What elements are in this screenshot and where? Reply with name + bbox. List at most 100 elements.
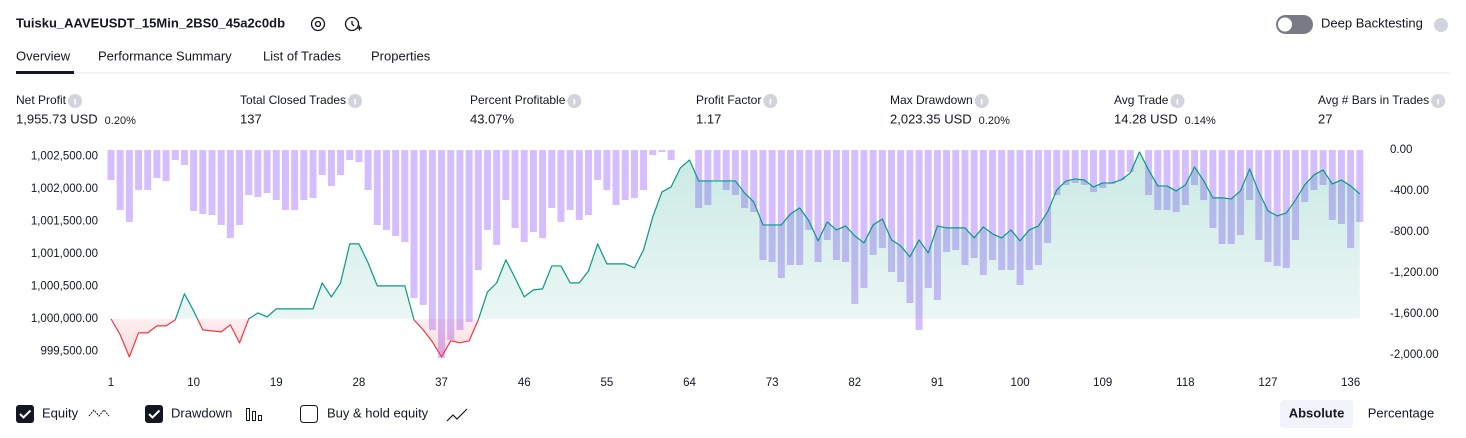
absolute-label: Absolute <box>1289 405 1345 420</box>
drawdown-bar <box>1301 150 1309 202</box>
tab[interactable]: Performance Summary <box>98 48 232 63</box>
drawdown-bar <box>401 150 409 243</box>
drawdown-bar <box>410 150 418 298</box>
drawdown-bar <box>373 150 381 226</box>
equity-line <box>110 151 1361 358</box>
drawdown-bar <box>1080 150 1088 185</box>
drawdown-bar <box>640 150 648 191</box>
drawdown-bar <box>1044 150 1052 243</box>
metric-value: 14.28 USD <box>1114 111 1178 126</box>
metric-value: 27 <box>1318 111 1332 126</box>
drawdown-bar <box>217 150 225 226</box>
drawdown-bar <box>135 150 143 191</box>
drawdown-bar <box>318 150 326 176</box>
drawdown-bar <box>621 150 629 201</box>
info-icon-stem <box>74 99 76 105</box>
drawdown-bar <box>419 150 427 305</box>
drawdown-bar <box>750 150 758 213</box>
drawdown-bar <box>116 150 124 210</box>
drawdown-legend-icon <box>246 408 262 421</box>
drawdown-bar <box>1071 150 1079 184</box>
settings-icon[interactable] <box>310 16 326 32</box>
equity-legend-icon <box>88 409 110 417</box>
metric-label: Max Drawdown <box>890 93 973 107</box>
x-tick-label: 118 <box>1176 377 1194 389</box>
drawdown-bar <box>1007 150 1015 271</box>
drawdown-bar <box>281 150 289 210</box>
drawdown-bar <box>1218 150 1226 245</box>
drawdown-bar <box>731 150 739 196</box>
info-icon-stem <box>769 99 772 105</box>
drawdown-bar <box>309 150 317 198</box>
drawdown-bar <box>529 150 537 233</box>
drawdown-bar <box>630 150 638 198</box>
metric-percent: 0.14% <box>1185 115 1216 127</box>
y2-tick-label: -2,000.00 <box>1390 349 1439 361</box>
drawdown-bar <box>961 150 969 266</box>
drawdown-bar <box>1273 150 1281 267</box>
drawdown-bar <box>520 150 528 243</box>
equity-toggle[interactable] <box>16 405 34 423</box>
x-tick-label: 100 <box>1010 377 1029 389</box>
drawdown-bar <box>144 150 152 191</box>
drawdown-bar <box>860 150 868 288</box>
metric-label: Avg Trade <box>1114 93 1169 107</box>
x-tick-label: 64 <box>683 377 696 389</box>
deep-backtesting-toggle[interactable] <box>1276 15 1313 34</box>
drawdown-bar <box>557 150 565 222</box>
tab[interactable]: Overview <box>16 48 71 63</box>
drawdown-bar <box>768 150 776 263</box>
x-tick-label: 73 <box>766 377 779 389</box>
drawdown-bar <box>888 150 896 272</box>
drawdown-bar <box>695 150 703 209</box>
drawdown-bar <box>722 150 730 191</box>
percentage-button[interactable]: Percentage <box>1368 405 1435 420</box>
drawdown-toggle[interactable] <box>145 405 163 423</box>
buy-hold-toggle[interactable] <box>300 405 318 423</box>
alert-icon[interactable] <box>344 16 363 32</box>
metric-label: Net Profit <box>16 93 67 107</box>
drawdown-bar <box>814 150 822 263</box>
tab[interactable]: List of Trades <box>263 48 342 63</box>
metric-percent: 0.20% <box>979 115 1010 127</box>
drawdown-bar <box>878 150 886 248</box>
equity-chart: 999,500.00 1,000,000.00 1,000,500.00 1,001,… <box>31 144 1439 389</box>
x-tick-label: 1 <box>108 377 114 389</box>
help-icon[interactable] <box>1434 18 1448 32</box>
equity-area <box>111 151 1360 357</box>
x-tick-label: 91 <box>931 377 944 389</box>
strategy-title: Tuisku_AAVEUSDT_15Min_2BS0_45a2c0db <box>16 15 285 30</box>
y-tick-label: 1,001,000.00 <box>31 248 98 260</box>
drawdown-bar <box>594 150 602 181</box>
drawdown-bar <box>1062 150 1070 185</box>
drawdown-bar <box>1310 150 1318 191</box>
drawdown-bar <box>162 150 170 181</box>
drawdown-bar <box>428 150 436 330</box>
drawdown-bar <box>575 150 583 221</box>
metric-value: 137 <box>240 111 262 126</box>
drawdown-bar <box>1025 150 1033 271</box>
y2-tick-label: -400.00 <box>1390 185 1429 197</box>
y2-tick-label: -1,600.00 <box>1390 308 1439 320</box>
drawdown-bar <box>1117 150 1125 181</box>
x-tick-label: 19 <box>270 377 283 389</box>
x-tick-label: 37 <box>435 377 448 389</box>
equity-legend-label: Equity <box>42 405 79 420</box>
tab[interactable]: Properties <box>371 48 431 63</box>
drawdown-bar <box>998 150 1006 271</box>
drawdown-bar <box>355 150 363 163</box>
drawdown-bar <box>1209 150 1217 229</box>
drawdown-bar <box>851 150 859 304</box>
drawdown-bar <box>107 150 115 181</box>
drawdown-bar <box>226 150 234 239</box>
drawdown-bar <box>300 150 308 201</box>
drawdown-bar <box>1053 150 1061 196</box>
drawdown-bar <box>483 150 491 230</box>
x-tick-label: 109 <box>1093 377 1112 389</box>
absolute-button[interactable] <box>1280 400 1353 428</box>
x-tick-label: 136 <box>1341 377 1360 389</box>
drawdown-bar <box>584 150 592 216</box>
info-icon-stem <box>1176 99 1179 105</box>
y-tick-label: 1,000,500.00 <box>31 280 98 292</box>
info-icon-stem <box>980 99 983 105</box>
